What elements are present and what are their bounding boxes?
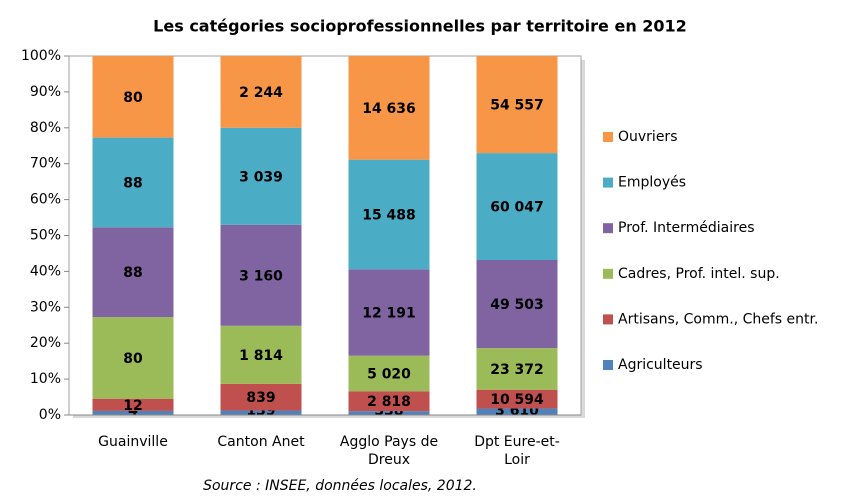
legend-label: Ouvriers xyxy=(618,129,678,145)
y-tick-label: 0% xyxy=(39,407,61,423)
data-label: 49 503 xyxy=(490,297,544,313)
y-tick-label: 50% xyxy=(30,228,61,244)
data-label: 2 818 xyxy=(367,394,411,410)
data-label: 54 557 xyxy=(490,98,544,114)
x-tick-label: Guainville xyxy=(98,434,168,450)
bar-segment xyxy=(92,317,174,399)
data-label: 88 xyxy=(123,175,142,191)
source: Source : INSEE, données locales, 2012. xyxy=(203,478,477,494)
legend-swatch xyxy=(603,177,613,188)
data-label: 1 814 xyxy=(239,348,283,364)
data-label: 10 594 xyxy=(490,392,544,408)
legend-label: Employés xyxy=(618,175,686,191)
data-label: 60 047 xyxy=(490,200,544,216)
bar-segment xyxy=(92,137,174,228)
bar-segment xyxy=(92,227,174,318)
data-label: 88 xyxy=(123,265,142,281)
bar-segment xyxy=(348,391,430,412)
data-label: 15 488 xyxy=(362,207,416,223)
legend-label: Cadres, Prof. intel. sup. xyxy=(618,266,780,282)
bar-segment xyxy=(476,389,558,409)
data-label: 14 636 xyxy=(362,101,416,117)
bar-segment xyxy=(92,398,174,411)
data-label: 3 039 xyxy=(239,169,283,185)
bar-segment xyxy=(220,127,302,225)
data-label: 12 xyxy=(123,398,142,414)
bar-segment xyxy=(220,224,302,326)
y-tick-label: 20% xyxy=(30,335,61,351)
bar-segment xyxy=(220,56,302,128)
data-label: 12 191 xyxy=(362,306,416,322)
legend-swatch xyxy=(603,223,613,234)
bar-segment xyxy=(476,348,558,390)
legend-swatch xyxy=(603,268,613,279)
y-tick-label: 90% xyxy=(30,84,61,100)
bar-segment xyxy=(348,411,430,415)
data-label: 4 xyxy=(128,403,138,419)
legend-swatch xyxy=(603,314,613,325)
bar-segment xyxy=(348,56,430,160)
bar-segment xyxy=(220,410,302,415)
x-tick-label: Dpt Eure-et-Loir xyxy=(474,434,560,468)
data-label: 3 160 xyxy=(239,268,283,284)
y-tick-label: 10% xyxy=(30,371,61,387)
bar-segment xyxy=(220,325,302,384)
x-tick-label: Agglo Pays de Dreux xyxy=(339,434,439,468)
bar-segment xyxy=(220,383,302,411)
data-label: 2 244 xyxy=(239,85,283,101)
bar-segment xyxy=(92,410,174,415)
data-label: 23 372 xyxy=(490,362,544,378)
y-tick-label: 100% xyxy=(21,48,61,64)
legend-swatch xyxy=(603,132,613,142)
y-tick-label: 30% xyxy=(30,299,61,315)
bar-segment xyxy=(476,259,558,349)
data-label: 5 020 xyxy=(367,366,411,382)
y-tick-label: 80% xyxy=(30,120,61,136)
data-label: 80 xyxy=(123,90,143,106)
bar-segment xyxy=(476,56,558,154)
legend-label: Artisans, Comm., Chefs entr. xyxy=(618,311,818,327)
bar-segment xyxy=(476,153,558,260)
chart-title: Les catégories socioprofessionnelles par… xyxy=(153,17,687,36)
legend-label: Prof. Intermédiaires xyxy=(618,220,755,236)
x-tick-label: Canton Anet xyxy=(217,434,305,450)
bar-segment xyxy=(476,408,558,415)
y-tick-label: 70% xyxy=(30,156,61,172)
bar-segment xyxy=(348,269,430,356)
bar-segment xyxy=(348,159,430,270)
y-tick-label: 60% xyxy=(30,192,61,208)
data-label: 80 xyxy=(123,351,143,367)
bar-segment xyxy=(348,355,430,392)
legend-swatch xyxy=(603,360,613,370)
bar-segment xyxy=(92,56,174,138)
y-tick-label: 40% xyxy=(30,263,61,279)
legend-label: Agriculteurs xyxy=(618,357,703,373)
data-label: 839 xyxy=(246,390,275,406)
